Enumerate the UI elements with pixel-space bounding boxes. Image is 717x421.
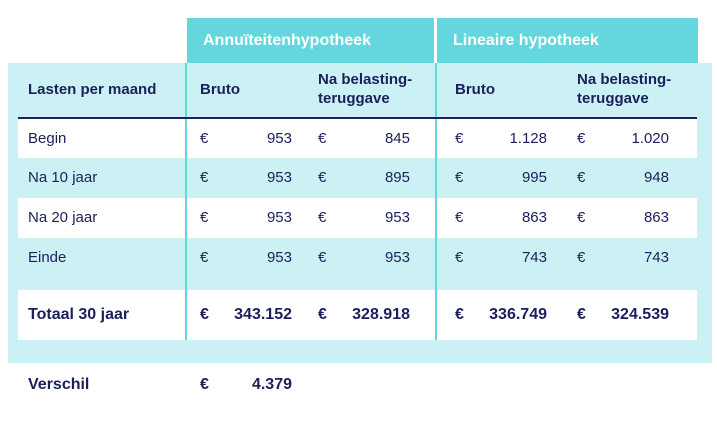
row-label: Na 10 jaar — [28, 169, 98, 186]
euro-sign: € — [455, 130, 464, 147]
euro-sign: € — [455, 249, 464, 266]
cell-value-annuitair-net: 328.918 — [352, 306, 410, 323]
euro-sign: € — [318, 249, 327, 266]
euro-sign: € — [200, 306, 209, 323]
euro-sign: € — [455, 306, 464, 323]
table-row-begin: Begin € 953 € 845 € 1.128 € 1.020 — [0, 119, 717, 158]
cell-value-lineair-net: 863 — [643, 209, 669, 226]
euro-sign: € — [577, 169, 586, 186]
group-header-annuitair: Annuïteitenhypotheek — [187, 18, 434, 63]
cell-value-lineair-net: 948 — [643, 169, 669, 186]
group-header-annuitair-label: Annuïteitenhypotheek — [203, 31, 372, 49]
column-divider-left — [185, 63, 187, 340]
euro-sign: € — [318, 169, 327, 186]
cell-value-lineair-bruto: 743 — [521, 249, 547, 266]
cell-value-annuitair-net: 953 — [384, 249, 410, 266]
euro-sign: € — [455, 209, 464, 226]
euro-sign: € — [200, 169, 209, 186]
cell-value-lineair-bruto: 863 — [521, 209, 547, 226]
euro-sign: € — [577, 209, 586, 226]
cell-value-lineair-net: 324.539 — [611, 306, 669, 323]
table-row-totaal-30-jaar: Totaal 30 jaar € 343.152 € 328.918 € 336… — [0, 290, 717, 340]
euro-sign: € — [200, 376, 209, 393]
column-header-annuitair-net: Na belasting-teruggave — [318, 71, 413, 107]
euro-sign: € — [200, 249, 209, 266]
column-header-row-label: Lasten per maand — [28, 81, 157, 98]
table-row-verschil: Verschil € 4.379 — [0, 365, 717, 405]
cell-value-annuitair-bruto: 953 — [266, 249, 292, 266]
table-row-na-20-jaar: Na 20 jaar € 953 € 953 € 863 € 863 — [0, 198, 717, 238]
row-label: Einde — [28, 249, 67, 266]
euro-sign: € — [318, 209, 327, 226]
column-header-lineair-bruto: Bruto — [455, 81, 495, 98]
cell-value-annuitair-bruto: 953 — [266, 209, 292, 226]
table-row-einde: Einde € 953 € 953 € 743 € 743 — [0, 238, 717, 278]
cell-value-lineair-net: 743 — [643, 249, 669, 266]
cell-value-lineair-bruto: 336.749 — [489, 306, 547, 323]
cell-value-annuitair-net: 845 — [384, 130, 410, 147]
cell-value-lineair-bruto: 1.128 — [509, 130, 547, 147]
cell-value-annuitair-net: 895 — [384, 169, 410, 186]
group-header-lineair: Lineaire hypotheek — [437, 18, 698, 63]
cell-value-annuitair-bruto: 343.152 — [234, 306, 292, 323]
cell-value-annuitair-bruto: 953 — [266, 130, 292, 147]
row-label: Begin — [28, 130, 67, 147]
group-header-lineair-label: Lineaire hypotheek — [453, 31, 599, 49]
euro-sign: € — [318, 306, 327, 323]
euro-sign: € — [577, 130, 586, 147]
cell-value-verschil: 4.379 — [251, 376, 292, 393]
euro-sign: € — [455, 169, 464, 186]
column-divider-right — [435, 63, 437, 340]
row-background-na-20-jaar — [18, 198, 697, 238]
row-label: Totaal 30 jaar — [28, 306, 130, 323]
cell-value-annuitair-net: 953 — [384, 209, 410, 226]
column-header-row: Lasten per maand Bruto Bruto — [0, 63, 717, 117]
euro-sign: € — [577, 306, 586, 323]
column-header-annuitair-bruto: Bruto — [200, 81, 240, 98]
euro-sign: € — [318, 130, 327, 147]
row-background-begin — [18, 119, 697, 158]
row-background-totaal — [18, 290, 697, 340]
cell-value-annuitair-bruto: 953 — [266, 169, 292, 186]
table-row-na-10-jaar: Na 10 jaar € 953 € 895 € 995 € 948 — [0, 158, 717, 198]
row-label: Na 20 jaar — [28, 209, 98, 226]
euro-sign: € — [200, 130, 209, 147]
row-label: Verschil — [28, 376, 90, 393]
euro-sign: € — [577, 249, 586, 266]
cell-value-lineair-net: 1.020 — [631, 130, 669, 147]
column-header-lineair-net: Na belasting-teruggave — [577, 71, 672, 107]
euro-sign: € — [200, 209, 209, 226]
header-underline — [18, 117, 697, 119]
cell-value-lineair-bruto: 995 — [521, 169, 547, 186]
